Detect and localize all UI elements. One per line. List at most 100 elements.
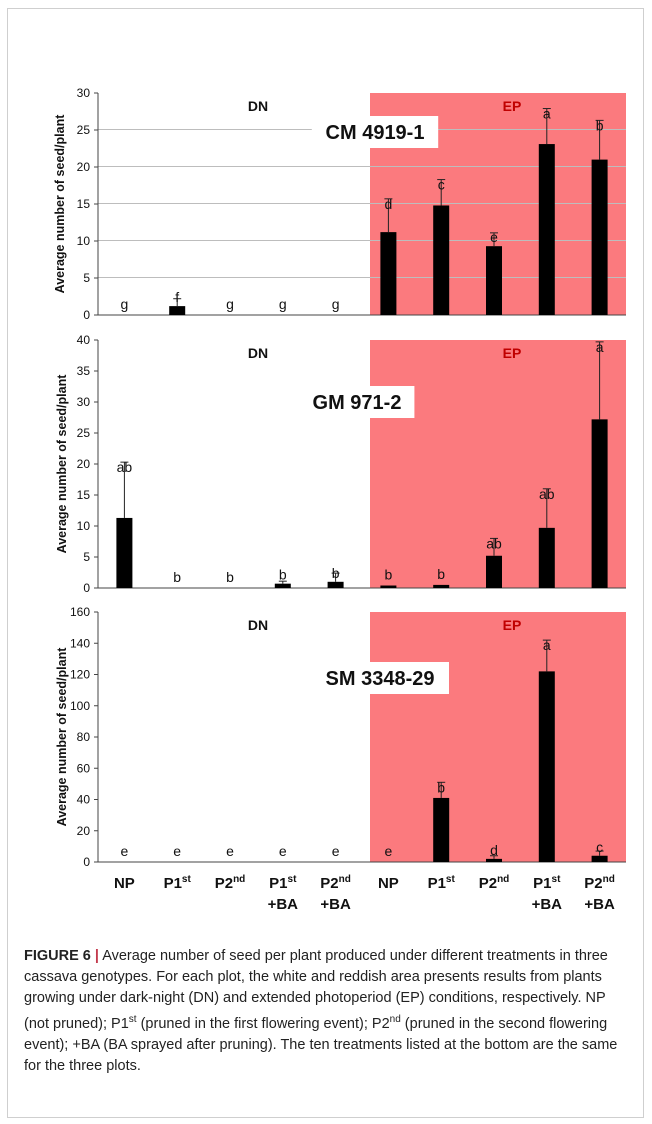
bar [591,159,608,315]
x-tick-label: P2nd [215,874,246,892]
significance-letter: e [121,843,129,859]
bar [380,232,397,315]
bar [486,246,502,315]
significance-letter: ab [539,486,555,502]
y-tick-label: 35 [77,364,91,378]
bar [433,797,450,862]
y-tick-label: 160 [70,605,90,619]
significance-letter: e [226,843,234,859]
significance-letter: b [437,566,445,582]
bar [274,583,291,588]
ep-region-background [370,340,626,588]
significance-letter: e [173,843,181,859]
y-tick-label: 140 [70,636,90,650]
y-tick-label: 30 [77,395,91,409]
y-tick-label: 5 [83,271,90,285]
caption-segment: (pruned in the first flowering event); P… [136,1015,390,1032]
significance-letter: g [332,296,340,312]
region-label-ep: EP [503,98,522,114]
y-tick-label: 40 [77,793,91,807]
caption-label: FIGURE 6 [24,948,91,964]
caption-superscript: st [128,1014,137,1025]
caption-segment: Average number of seed per plant produce… [24,948,608,1032]
bar [538,527,555,588]
significance-letter: b [279,567,287,583]
significance-letter: e [332,843,340,859]
y-tick-label: 25 [77,426,91,440]
y-tick-label: 20 [77,457,91,471]
y-tick-label: 15 [77,197,91,211]
significance-letter: d [385,196,393,212]
significance-letter: c [596,839,603,855]
x-tick-label: NP [378,875,399,892]
bar [116,517,133,588]
y-axis-title: Average number of seed/plant [55,374,69,554]
figure-frame [7,8,644,1118]
bar [591,419,608,588]
x-tick-labels: NP P1st P2nd P1st +BA P2nd +BA NP P1st P2nd P1st +B… [114,874,615,913]
region-label-dn: DN [248,617,268,633]
bar [591,855,608,862]
y-tick-label: 10 [77,234,91,248]
bar [327,581,344,588]
region-label-ep: EP [503,617,522,633]
x-tick-label: +BA [532,896,563,913]
significance-letter: e [279,843,287,859]
caption-separator: | [94,948,99,964]
figure-caption: FIGURE 6 | Average number of seed per pl… [24,946,624,1077]
y-tick-label: 60 [77,761,91,775]
caption-segment: (pruned in the second flowering event); … [24,1015,618,1074]
x-tick-label: P2nd [584,874,615,892]
region-label-dn: DN [248,98,268,114]
significance-letter: b [226,569,234,585]
y-tick-label: 0 [83,581,90,595]
significance-letter: c [438,177,445,193]
chart-panel-2: 0 5 10 15 20 25 30 35 40 Average number of seed/p… [55,333,626,595]
y-tick-label: 10 [77,519,91,533]
chart-title-box [311,116,439,148]
figure-panels: 0 5 10 15 20 25 30 Average number of seed/plant… [53,86,626,913]
x-tick-label: +BA [584,896,615,913]
bar [486,858,502,862]
significance-letter: f [175,289,179,305]
significance-letter: a [543,637,551,653]
chart-title: SM 3348-29 [326,668,435,690]
y-tick-label: 100 [70,699,90,713]
bar [380,585,397,588]
y-tick-label: 25 [77,123,91,137]
y-tick-label: 40 [77,333,91,347]
chart-panel-3: 0 20 40 60 80 100 120 140 160 Average number of s… [55,605,626,869]
bar [538,671,555,862]
y-tick-label: 20 [77,160,91,174]
region-label-ep: EP [503,345,522,361]
y-tick-label: 15 [77,488,91,502]
chart-title: GM 971-2 [313,392,402,414]
x-tick-label: P1st [164,874,192,892]
y-axis-title: Average number of seed/plant [53,114,67,294]
x-tick-label: P2nd [479,874,510,892]
significance-letter: e [490,229,498,245]
x-tick-label: P1st [533,874,561,892]
significance-letter: a [543,106,551,122]
bar [538,144,555,315]
x-tick-label: NP [114,875,135,892]
ep-region-background [370,612,626,862]
chart-title: CM 4919-1 [326,122,425,144]
x-tick-label: P2nd [320,874,351,892]
bar [169,306,186,315]
bar [433,205,450,315]
significance-letter: ab [486,535,502,551]
significance-letter: g [121,296,129,312]
region-label-dn: DN [248,345,268,361]
significance-letter: b [173,569,181,585]
y-tick-label: 30 [77,86,91,100]
chart-title-box [299,386,415,418]
x-tick-label: +BA [320,896,351,913]
y-tick-label: 120 [70,668,90,682]
y-tick-label: 0 [83,855,90,869]
significance-letter: b [437,779,445,795]
significance-letter: g [226,296,234,312]
x-tick-label: +BA [268,896,299,913]
x-tick-label: P1st [269,874,297,892]
significance-letter: d [490,842,498,858]
